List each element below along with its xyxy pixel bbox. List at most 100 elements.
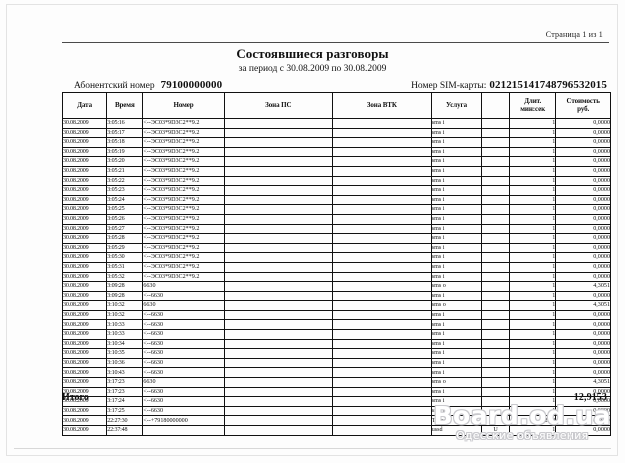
cell-number: <--6630 [142,338,225,350]
cell-time: 3:05:21 [106,165,144,177]
cell-time: 3:10:32 [106,309,144,321]
cell-date: 30.08.2009 [61,146,108,158]
table-row: 30.08.2009 3:05:18 <--ЭС03*9D3C2**9.2 sms i… [61,137,611,148]
cell-flag [481,319,510,331]
column-header-cost: Стоимость руб. [555,92,611,119]
cell-zone-ps [223,377,333,388]
cell-zone-vtk [331,156,432,167]
table-header-row: Дата Время Номер Зона ПС Зона ВТК Услуга… [61,92,611,119]
cell-number: <--ЭС03*9D3C2**9.2 [142,271,225,283]
cell-cost: 0,0000 [555,165,611,177]
cell-date: 30.08.2009 [61,338,108,350]
cell-duration: 1 [508,137,557,148]
cell-zone-vtk [331,348,432,359]
cell-zone-vtk [331,357,432,369]
cell-duration: 1 [508,405,557,417]
cell-service: sms i [430,309,483,321]
cell-number: <--+79180000000 [142,415,225,426]
report-period: за период с 30.08.2009 по 30.08.2009 [238,64,387,74]
cell-cost: 0,0000 [555,415,611,426]
cell-zone-ps [223,213,333,225]
cell-zone-ps [223,271,333,283]
cell-flag [481,185,510,196]
sim-card-number: Номер SIM-карты: 021215141748796532015 [411,79,607,91]
cell-date: 30.08.2009 [61,309,108,321]
page-title: Состоявшиеся разговоры [236,46,389,61]
cell-flag [481,281,510,292]
cell-zone-vtk [331,165,432,177]
table-row: 30.08.2009 3:10:32 <--6630 sms i 1 0,0000 [61,309,611,321]
cell-zone-vtk [331,175,432,187]
header-divider [62,42,609,43]
cell-cost: 0,0000 [555,242,611,254]
cell-number: 6630 [142,377,225,388]
cell-time: 3:05:29 [106,242,144,254]
cell-service: sms i [430,319,483,331]
cell-service: sms i [430,175,483,187]
cell-zone-vtk [331,300,432,311]
cell-date: 30.08.2009 [61,233,108,244]
cell-cost: 0,0000 [555,261,611,273]
cell-zone-vtk [331,213,432,225]
cell-zone-vtk [331,319,432,331]
cell-number: <--ЭС03*9D3C2**9.2 [142,137,225,148]
cell-duration: 1 [508,357,557,369]
column-header-service: Услуга [430,92,483,119]
cell-date: 30.08.2009 [61,319,108,331]
cell-zone-ps [223,367,333,379]
table-row: 30.08.2009 3:05:17 <--ЭС03*9D3C2**9.2 sms i… [61,127,611,139]
table-row: 30.08.2009 22:27:30 <--+79180000000 Телеф. 2… [61,415,611,426]
cell-service: sms i [430,233,483,244]
cell-duration: 1 [508,146,557,158]
cell-zone-ps [223,357,333,369]
cell-cost: 0,0000 [555,405,611,417]
cell-zone-vtk [331,185,432,196]
cell-flag [481,271,510,283]
table-row: 30.08.2009 3:05:21 <--ЭС03*9D3C2**9.2 sms i… [61,165,611,177]
cell-number: <--6630 [142,290,225,302]
cell-zone-vtk [331,425,432,436]
cell-number: <--ЭС03*9D3C2**9.2 [142,156,225,167]
cell-zone-ps [223,146,333,158]
cell-flag [481,165,510,177]
cell-time: 3:05:32 [106,271,144,283]
cell-number: <--ЭС03*9D3C2**9.2 [142,175,225,187]
cell-cost: 0,0000 [555,252,611,263]
cell-flag [481,156,510,167]
cell-zone-ps [223,118,333,129]
cell-cost: 0,0000 [555,204,611,215]
cell-flag [481,204,510,215]
cell-cost: 0,0000 [555,329,611,340]
column-header-zone-vtk: Зона ВТК [331,92,432,119]
cell-service: sms i [430,223,483,235]
cell-date: 30.08.2009 [61,271,108,283]
table-row: 30.08.2009 3:05:20 <--ЭС03*9D3C2**9.2 sms i… [61,156,611,167]
cell-time: 3:10:32 [106,300,144,311]
cell-zone-ps [223,290,333,302]
cell-time: 3:17:25 [106,405,144,417]
cell-service: sms o [430,300,483,311]
cell-cost: 0,0000 [555,118,611,129]
cell-duration: 1 [508,425,557,436]
cell-date: 30.08.2009 [61,377,108,388]
cell-number: <--ЭС03*9D3C2**9.2 [142,242,225,254]
cell-flag [481,338,510,350]
cell-flag [481,377,510,388]
cell-zone-vtk [331,290,432,302]
table-row: 30.08.2009 3:10:43 <--6630 sms i 1 0,0000 [61,367,611,379]
cell-duration: 1 [508,377,557,388]
cell-time: 3:10:33 [106,319,144,331]
cell-flag [481,405,510,417]
totals-row: Итого 12,9153 [62,392,611,403]
cell-cost: 0,0000 [555,357,611,369]
cell-flag [481,415,510,426]
cell-service: sms i [430,357,483,369]
cell-service: sms o [430,281,483,292]
cell-flag [481,357,510,369]
cell-cost: 0,0000 [555,194,611,206]
cell-duration: 1 [508,309,557,321]
cell-service: sms i [430,367,483,379]
cell-time: 3:05:20 [106,156,144,167]
cell-service: sms i [430,185,483,196]
